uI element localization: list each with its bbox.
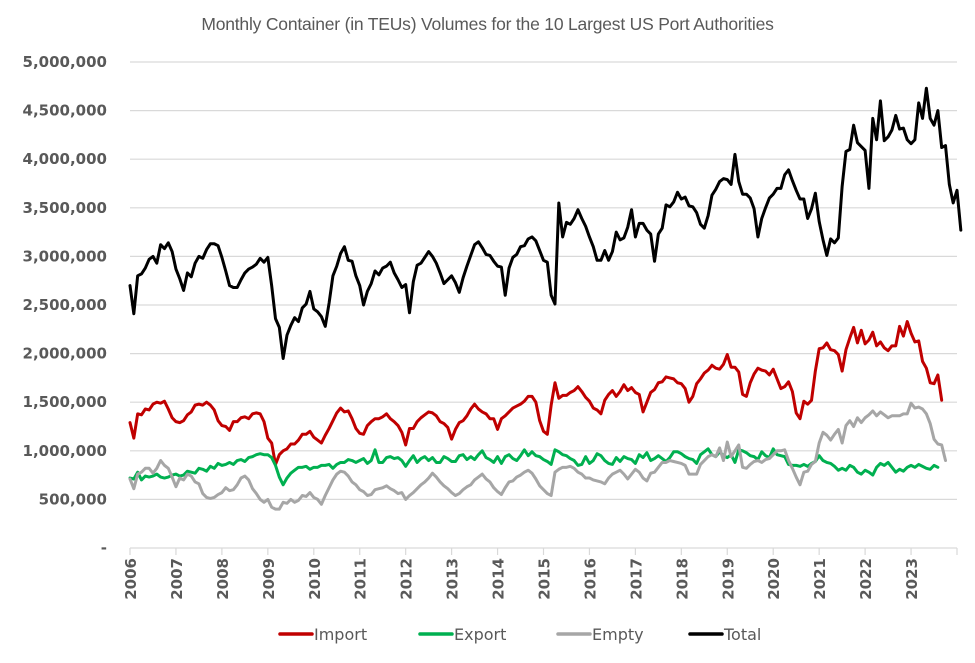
- y-tick-label: 4,500,000: [23, 102, 107, 120]
- x-axis: 2006 2007 2008 2009 2010 2011 2012 2013 2014 2015…: [122, 547, 958, 600]
- chart-title: Monthly Container (in TEUs) Volumes for …: [201, 14, 774, 34]
- x-tick-label: 2023: [903, 558, 921, 600]
- y-tick-label: 1,500,000: [23, 393, 107, 411]
- legend-label-export: Export: [454, 625, 506, 644]
- x-tick-label: 2016: [581, 558, 599, 600]
- y-tick-label: 4,000,000: [23, 150, 107, 168]
- legend-label-import: Import: [314, 625, 367, 644]
- y-axis-ticks: - 500,000 1,000,000 1,500,000 2,000,000 2,500…: [23, 53, 107, 557]
- y-tick-label: 2,000,000: [23, 345, 107, 363]
- x-tick-label: 2019: [719, 558, 737, 600]
- x-tick-label: 2010: [306, 558, 324, 600]
- x-tick-label: 2012: [398, 558, 416, 600]
- x-tick-label: 2022: [857, 558, 875, 600]
- series-line-import: [128, 320, 944, 466]
- legend-label-total: Total: [723, 625, 761, 644]
- x-tick-label: 2009: [260, 558, 278, 600]
- x-tick-label: 2013: [444, 558, 462, 600]
- y-tick-label: 3,500,000: [23, 199, 107, 217]
- series-lines: [128, 86, 963, 511]
- x-tick-label: 2011: [352, 558, 370, 600]
- series-line-export: [128, 447, 940, 487]
- y-tick-label: 500,000: [39, 490, 107, 508]
- x-tick-label: 2021: [811, 558, 829, 600]
- x-tick-label: 2020: [765, 558, 783, 600]
- x-tick-label: 2015: [536, 558, 554, 600]
- x-tick-label: 2018: [673, 558, 691, 600]
- gridlines: [130, 61, 957, 500]
- legend: Import Export Empty Total: [278, 625, 761, 644]
- x-tick-label: 2017: [627, 558, 645, 600]
- series-line-empty: [128, 401, 948, 511]
- y-tick-label: -: [101, 539, 107, 557]
- y-tick-label: 3,000,000: [23, 247, 107, 265]
- x-tick-label: 2014: [490, 558, 508, 600]
- legend-label-empty: Empty: [592, 625, 644, 644]
- x-tick-label: 2006: [122, 558, 140, 600]
- y-tick-label: 1,000,000: [23, 442, 107, 460]
- x-tick-label: 2007: [168, 558, 186, 600]
- y-tick-label: 5,000,000: [23, 53, 107, 71]
- x-tick-label: 2008: [214, 558, 232, 600]
- series-line-total: [128, 86, 963, 360]
- y-tick-label: 2,500,000: [23, 296, 107, 314]
